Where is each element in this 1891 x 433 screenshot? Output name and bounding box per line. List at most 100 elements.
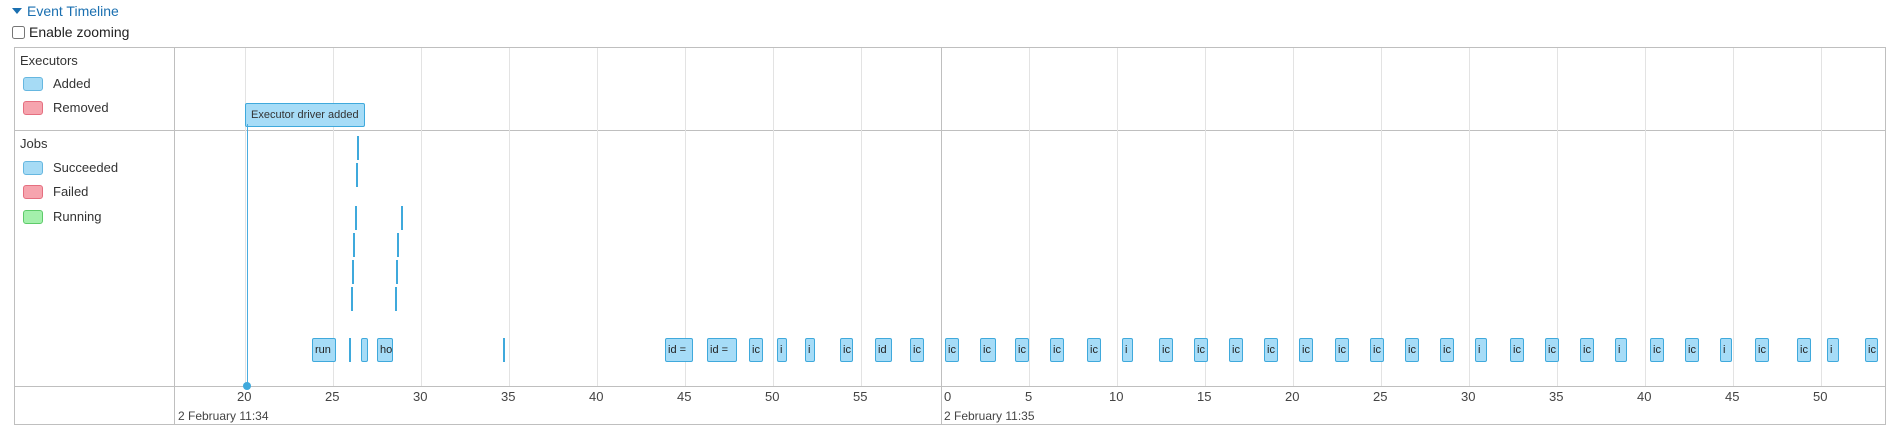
axis-tick: 50 — [765, 389, 780, 404]
axis-tick: 15 — [1197, 389, 1212, 404]
job-event[interactable] — [356, 163, 358, 187]
job-event[interactable]: ic — [1797, 338, 1811, 362]
legend-added: Added — [23, 76, 91, 91]
legend-failed: Failed — [23, 184, 88, 199]
minute-divider — [941, 48, 942, 425]
gridline — [1205, 48, 1206, 386]
gridline — [1381, 48, 1382, 386]
job-event[interactable]: ic — [1510, 338, 1524, 362]
gridline — [861, 48, 862, 386]
executor-event-marker[interactable] — [243, 382, 251, 390]
job-event[interactable]: ic — [1229, 338, 1243, 362]
job-event[interactable]: i — [1122, 338, 1133, 362]
executors-group-title: Executors — [20, 53, 78, 68]
job-event[interactable]: id — [875, 338, 892, 362]
gridline — [1645, 48, 1646, 386]
axis-tick: 35 — [1549, 389, 1564, 404]
job-event[interactable]: ic — [1545, 338, 1559, 362]
job-event[interactable]: i — [1615, 338, 1627, 362]
gridline — [1029, 48, 1030, 386]
job-event[interactable]: ic — [1865, 338, 1878, 362]
failed-swatch — [23, 185, 43, 199]
running-swatch — [23, 210, 43, 224]
legend-running: Running — [23, 209, 101, 224]
enable-zooming-checkbox[interactable] — [12, 26, 25, 39]
job-event[interactable]: ic — [1580, 338, 1594, 362]
job-event[interactable]: ic — [1405, 338, 1419, 362]
axis-tick: 55 — [853, 389, 868, 404]
job-event[interactable]: ic — [1050, 338, 1064, 362]
job-event[interactable] — [351, 287, 353, 311]
job-event[interactable]: ic — [749, 338, 763, 362]
axis-tick: 35 — [501, 389, 516, 404]
gridline — [245, 48, 246, 386]
gridline — [1557, 48, 1558, 386]
job-event[interactable]: ic — [1194, 338, 1208, 362]
job-event[interactable]: ic — [1159, 338, 1173, 362]
gridline — [773, 48, 774, 386]
axis-date-label: 2 February 11:34 — [178, 409, 269, 423]
job-event[interactable] — [503, 338, 505, 362]
job-event[interactable] — [357, 136, 359, 160]
axis-tick: 20 — [1285, 389, 1300, 404]
axis-divider — [15, 386, 1885, 387]
timeline-panel[interactable]: Executors Added Removed Jobs Succeeded F… — [14, 47, 1886, 425]
job-event[interactable]: ic — [1685, 338, 1699, 362]
job-event[interactable]: i — [777, 338, 787, 362]
job-event[interactable]: i — [1827, 338, 1839, 362]
job-event[interactable] — [355, 206, 357, 230]
axis-tick: 40 — [1637, 389, 1652, 404]
gridline — [421, 48, 422, 386]
job-event[interactable]: ic — [1755, 338, 1769, 362]
jobs-group-title: Jobs — [20, 136, 48, 151]
job-event[interactable]: ho — [377, 338, 393, 362]
job-event[interactable]: ic — [980, 338, 996, 362]
job-event[interactable]: ic — [1370, 338, 1384, 362]
gridline — [1821, 48, 1822, 386]
job-event[interactable] — [361, 338, 368, 362]
job-event[interactable] — [395, 287, 397, 311]
job-event[interactable]: ic — [1650, 338, 1664, 362]
axis-tick: 25 — [1373, 389, 1388, 404]
added-swatch — [23, 77, 43, 91]
axis-tick: 30 — [1461, 389, 1476, 404]
job-event[interactable]: i — [1720, 338, 1732, 362]
job-event[interactable]: i — [1475, 338, 1487, 362]
legend-removed: Removed — [23, 100, 109, 115]
job-event[interactable] — [349, 338, 351, 362]
executor-added-event[interactable]: Executor driver added — [245, 103, 365, 127]
axis-tick: 30 — [413, 389, 428, 404]
job-event[interactable]: i — [805, 338, 815, 362]
event-timeline-toggle[interactable]: Event Timeline — [12, 3, 119, 19]
axis-date-label: 2 February 11:35 — [944, 409, 1035, 423]
gridline — [597, 48, 598, 386]
job-event[interactable]: ic — [910, 338, 924, 362]
job-event[interactable]: id = — [707, 338, 737, 362]
axis-tick: 40 — [589, 389, 604, 404]
job-event[interactable]: ic — [840, 338, 853, 362]
legend-succeeded: Succeeded — [23, 160, 118, 175]
job-event[interactable]: ic — [945, 338, 959, 362]
enable-zooming-label[interactable]: Enable zooming — [12, 24, 129, 40]
job-event[interactable]: ic — [1299, 338, 1313, 362]
job-event[interactable]: ic — [1335, 338, 1349, 362]
job-event[interactable] — [401, 206, 403, 230]
gridline — [1117, 48, 1118, 386]
job-event[interactable]: ic — [1440, 338, 1454, 362]
axis-tick: 45 — [677, 389, 692, 404]
axis-tick: 20 — [237, 389, 252, 404]
job-event[interactable]: ic — [1015, 338, 1029, 362]
job-event[interactable] — [397, 233, 399, 257]
gridline — [1469, 48, 1470, 386]
job-event[interactable] — [353, 233, 355, 257]
job-event[interactable]: run — [312, 338, 336, 362]
job-event[interactable]: ic — [1264, 338, 1278, 362]
job-event[interactable] — [352, 260, 354, 284]
job-event[interactable] — [396, 260, 398, 284]
triangle-down-icon — [12, 8, 22, 14]
axis-tick: 10 — [1109, 389, 1124, 404]
job-event[interactable]: id = — [665, 338, 693, 362]
job-event[interactable]: ic — [1087, 338, 1101, 362]
executor-event-line — [247, 124, 248, 386]
gridline — [333, 48, 334, 386]
